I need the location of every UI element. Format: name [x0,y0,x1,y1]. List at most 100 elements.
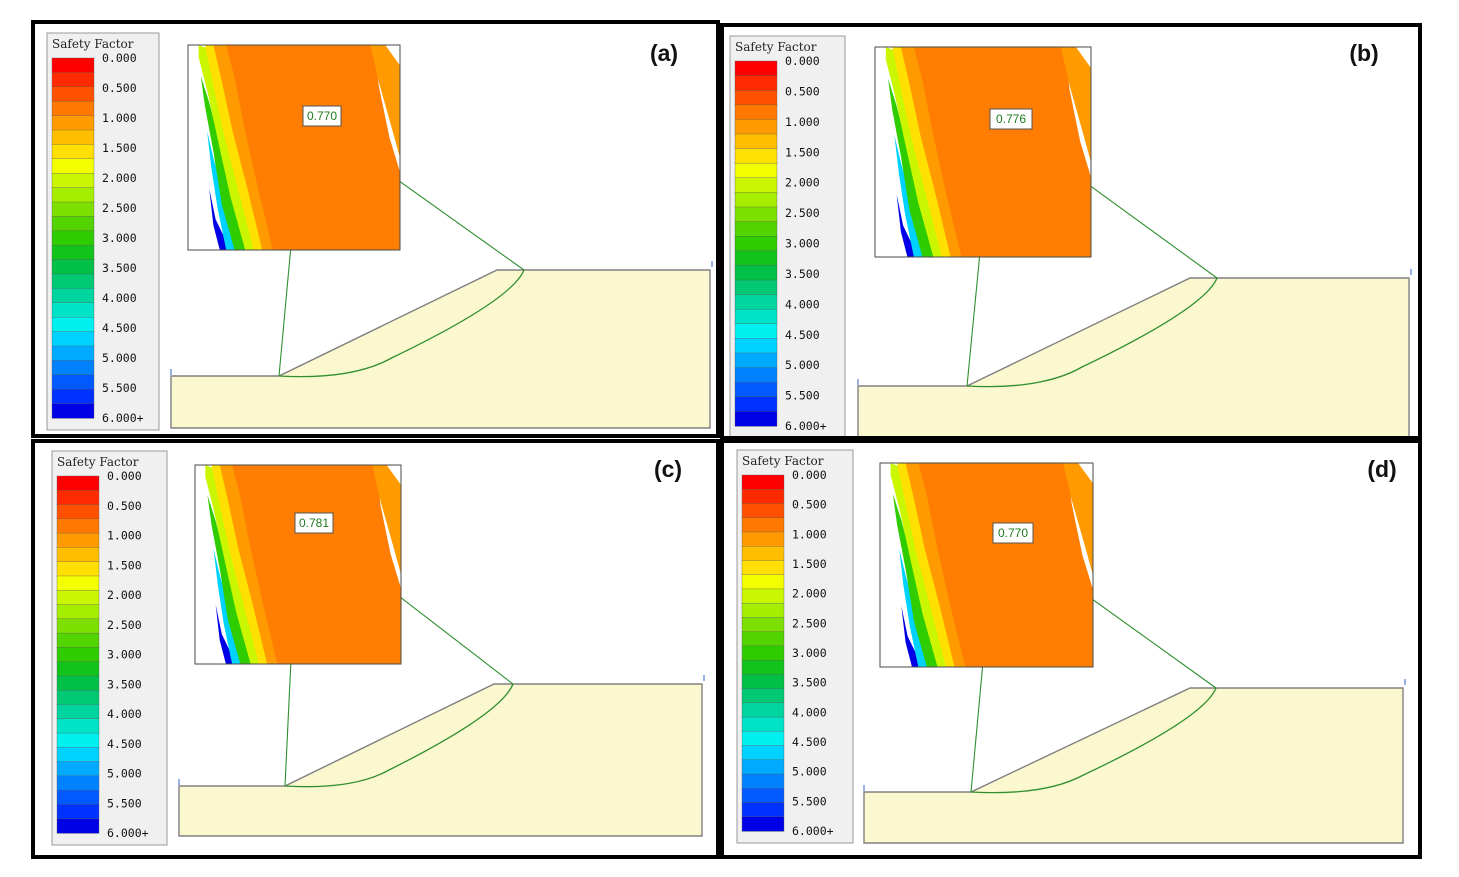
legend-color-band [741,517,785,533]
legend-color-band [51,273,95,289]
contour-band [896,194,919,257]
legend-color-band [56,518,100,534]
legend-tick-label: 4.000 [107,707,142,721]
legend-tick-label: 1.500 [102,141,137,155]
contour-band [209,188,231,250]
slope-model [178,532,705,837]
legend-color-band [56,818,100,834]
legend-tick-label: 2.500 [102,201,137,215]
legend-color-band [51,57,95,73]
contour-band [215,604,237,664]
contour-zone-border [874,46,1092,258]
contour-band [899,548,936,667]
legend-tick-label: 2.000 [107,588,142,602]
legend-color-band [734,396,778,412]
legend-color-band [734,367,778,383]
legend-color-band [51,389,95,405]
min-safety-factor: 0.776 [989,108,1033,130]
legend-tick-label: 5.500 [785,389,820,403]
legend-color-band [741,631,785,647]
critical-slip-surface [970,687,1217,794]
legend-color-band [56,661,100,677]
legend-color-band [56,632,100,648]
contour-band [1063,463,1093,576]
legend-color-band [741,759,785,775]
legend-tick-label: 0.000 [785,54,820,68]
panel-label: (c) [654,456,682,482]
safety-factor-contour-zone [187,44,401,251]
legend-color-band [741,546,785,562]
legend-color-band [734,294,778,310]
contour-band [213,548,249,664]
legend-color-band [51,72,95,88]
legend-tick-label: 0.000 [792,468,827,482]
panel-frame [720,23,1422,440]
legend-tick-label: 5.000 [102,351,137,365]
legend-color-band [734,309,778,325]
critical-slip-surface [278,269,525,378]
legend-tick-label: 1.500 [785,145,820,159]
legend-tick-label: 4.500 [785,328,820,342]
legend-tick-label: 4.500 [107,737,142,751]
legend-color-band [56,732,100,748]
legend-tick-label: 4.000 [785,297,820,311]
legend-tick-label: 4.000 [792,705,827,719]
slope-model [170,125,713,429]
safety-factor-value: 0.770 [307,109,337,123]
legend-color-band [51,230,95,246]
legend-tick-label: 3.500 [102,261,137,275]
legend-tick-label: 1.000 [792,527,827,541]
legend-tick-label: 5.500 [792,794,827,808]
contour-band [918,463,1093,667]
legend-color-band [734,265,778,281]
legend-tick-label: 5.000 [792,765,827,779]
legend-color-band [56,775,100,791]
legend-color-band [734,279,778,296]
legend-color-band [741,602,785,618]
legend-title: Safety Factor [742,454,824,468]
legend-color-band [51,245,95,261]
legend-color-band [741,645,785,661]
legend-tick-label: 4.500 [102,321,137,335]
legend-tick-label: 1.500 [792,557,827,571]
contour-band [1060,47,1091,163]
legend-color-band [741,731,785,747]
legend-color-band [741,688,785,704]
legend-color-band [51,345,95,361]
legend-color-band [51,187,95,203]
legend-color-band [56,618,100,634]
legend-color-band [51,302,95,318]
safety-factor-value: 0.770 [998,526,1028,540]
legend-color-band [734,411,778,427]
legend-color-band [51,173,95,189]
legend-color-band [51,403,95,419]
legend-tick-label: 4.000 [102,291,137,305]
legend-color-band [51,144,95,160]
legend-tick-label: 0.000 [107,469,142,483]
legend-color-band [56,747,100,763]
legend-color-band [56,761,100,777]
legend-tick-label: 0.000 [102,51,137,65]
legend-color-band [51,317,95,333]
legend-tick-label: 5.500 [107,796,142,810]
legend-tick-label: 0.500 [102,81,137,95]
legend-title: Safety Factor [57,455,139,469]
legend-color-band [56,590,100,606]
legend-color-band [56,504,100,520]
legend-tick-label: 0.500 [792,498,827,512]
panel-label: (d) [1367,456,1396,482]
safety-factor-label-box [992,522,1034,544]
legend-color-band [56,718,100,734]
legend-color-band [741,531,785,547]
contour-band [913,47,1091,257]
contour-band [894,135,932,257]
legend-color-band [741,474,785,490]
legend-tick-label: 5.000 [107,767,142,781]
legend-color-band [51,201,95,217]
legend-color-band [51,115,95,131]
legend-color-band [741,802,785,818]
